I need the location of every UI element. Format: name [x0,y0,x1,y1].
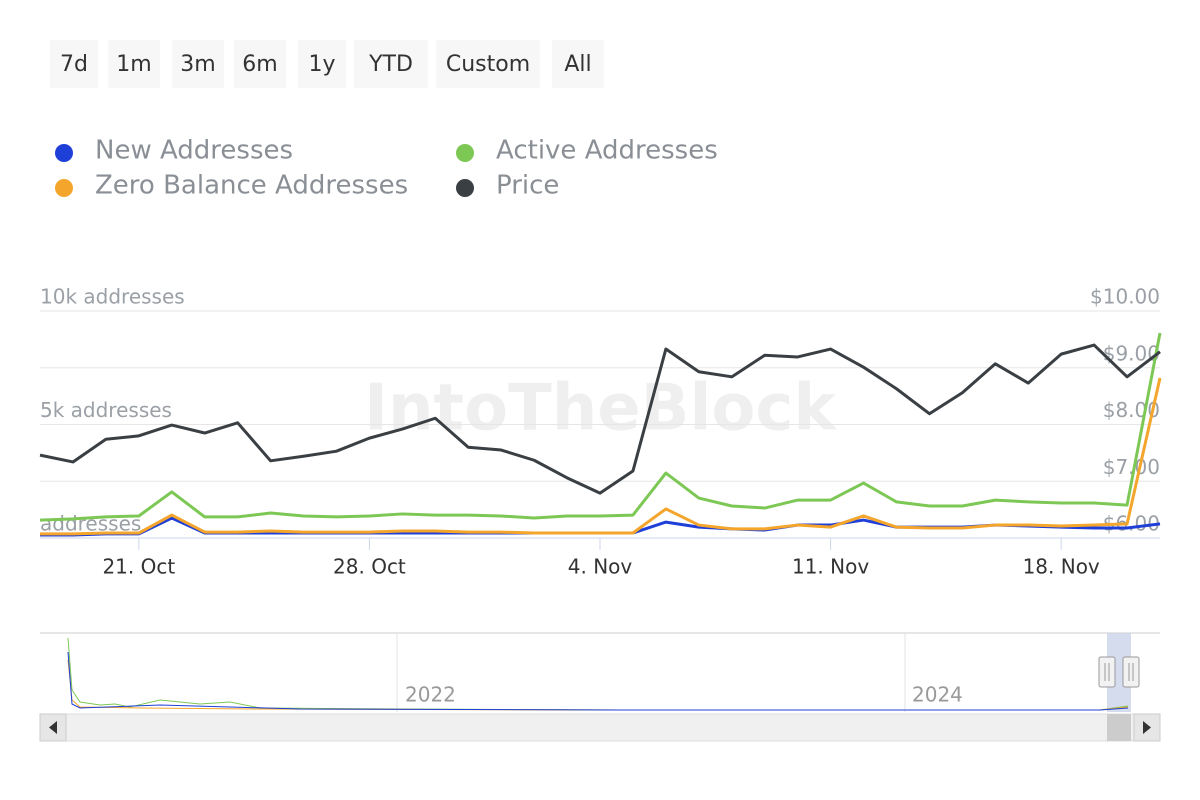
range-button[interactable]: 1y [298,40,346,88]
navigator-label: 2022 [405,683,456,707]
x-tick-label: 21. Oct [102,555,175,579]
button-label[interactable]: 1m [116,52,151,77]
range-button[interactable]: 3m [172,40,224,88]
legend-marker[interactable] [456,144,474,162]
button-bg [108,40,160,88]
navigator-label: 2024 [912,683,963,707]
range-button[interactable]: All [552,40,604,88]
legend-marker[interactable] [55,179,73,197]
button-bg [354,40,428,88]
button-bg [172,40,224,88]
button-label[interactable]: 1y [308,52,335,77]
legend-label[interactable]: Zero Balance Addresses [95,171,408,201]
x-tick-label: 28. Oct [333,555,406,579]
button-label[interactable]: 6m [242,52,277,77]
arrow-right [1143,721,1151,734]
navigator-handle[interactable] [1122,656,1140,688]
legend-label[interactable]: Price [496,171,559,201]
arrow-left [49,721,57,734]
scrollbar-track[interactable] [39,713,1161,742]
legend-marker[interactable] [55,144,73,162]
button-label[interactable]: 7d [60,52,88,77]
series-line [40,377,1162,536]
button-label[interactable]: All [564,52,591,77]
x-tick-label: 4. Nov [568,555,633,579]
series-line [39,332,1162,522]
scroll-thumb[interactable] [1107,714,1131,741]
legend-label[interactable]: New Addresses [95,136,293,166]
navigator-line [67,651,1129,711]
series-line [39,343,1161,495]
range-button[interactable]: Custom [436,40,540,88]
y-tick-label: 5k addresses [40,398,172,422]
button-label[interactable]: 3m [180,52,215,77]
button-bg [234,40,286,88]
button-bg [298,40,346,88]
y-tick-label: 10k addresses [40,285,185,309]
watermark: IntoTheBlock [364,372,837,446]
button-bg [50,40,98,88]
button-bg [552,40,604,88]
button-label[interactable]: Custom [446,52,530,77]
range-button[interactable]: 1m [108,40,160,88]
range-button[interactable]: YTD [354,40,428,88]
x-tick-label: 11. Nov [792,555,869,579]
range-button[interactable]: 6m [234,40,286,88]
range-button[interactable]: 7d [50,40,98,88]
x-tick-label: 18. Nov [1023,555,1100,579]
navigator-handle[interactable] [1098,656,1116,688]
button-label[interactable]: YTD [368,52,413,77]
legend-marker[interactable] [456,179,474,197]
button-bg [436,40,540,88]
navigator-line [67,637,1129,711]
legend-label[interactable]: Active Addresses [496,136,718,166]
y2-tick-label: $10.00 [1090,285,1160,309]
